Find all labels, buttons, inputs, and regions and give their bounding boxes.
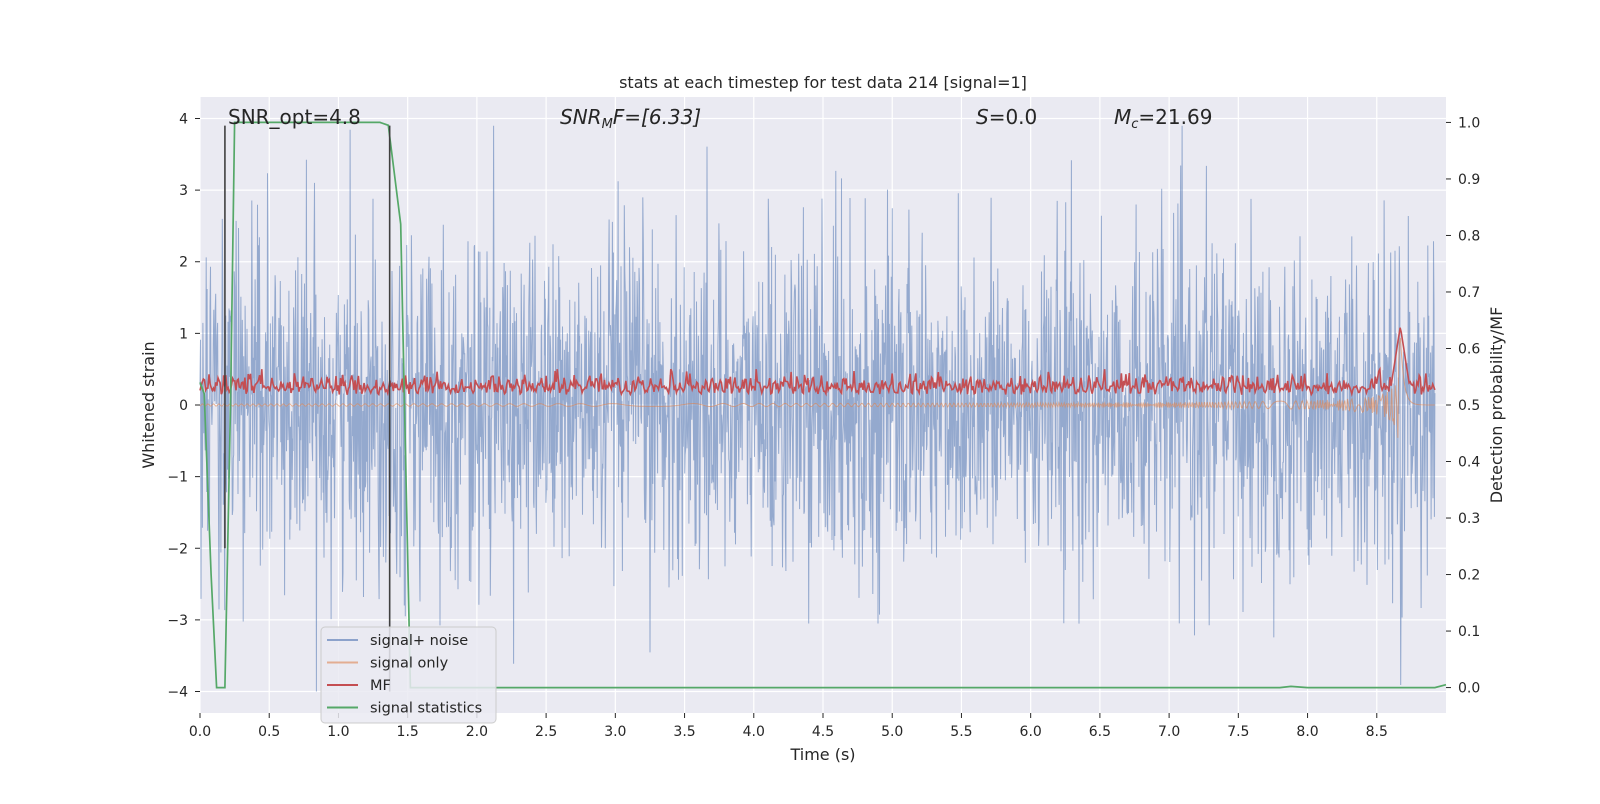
left-y-tick-label: 2 xyxy=(179,255,188,271)
x-tick-label: 0.0 xyxy=(189,724,211,740)
right-y-tick-label: 0.9 xyxy=(1458,172,1480,188)
left-y-tick-label: 1 xyxy=(179,326,188,342)
annotation-mc: Mc=21.69 xyxy=(1114,105,1212,132)
x-tick-label: 5.5 xyxy=(950,724,972,740)
left-y-tick-labels: 4 3 2 1 0 −1 −2 −3 −4 xyxy=(167,111,200,701)
x-tick-label: 8.5 xyxy=(1366,724,1388,740)
left-y-tick-label: −2 xyxy=(167,541,188,557)
vertical-markers xyxy=(224,125,391,692)
x-tick-label: 6.5 xyxy=(1089,724,1111,740)
right-y-tick-label: 0.4 xyxy=(1458,455,1480,471)
x-tick-labels: 0.0 0.5 1.0 1.5 2.0 2.5 3.0 3.5 4.0 4.5 5.0 5.5 6.0 6… xyxy=(189,713,1388,740)
snr-mf-subscript: M xyxy=(602,117,613,132)
right-y-tick-label: 0.5 xyxy=(1458,398,1480,414)
x-tick-label: 1.0 xyxy=(327,724,349,740)
x-tick-label: 2.0 xyxy=(466,724,488,740)
left-y-tick-label: 0 xyxy=(179,398,188,414)
left-y-tick-label: −4 xyxy=(167,685,188,701)
mc-value: =21.69 xyxy=(1138,105,1212,129)
y-axis-label-left: Whitened strain xyxy=(139,341,158,468)
series-signal-noise-line xyxy=(199,125,1436,692)
annotation-snr-mf: SNRMF=[6.33] xyxy=(560,105,701,132)
x-tick-label: 8.0 xyxy=(1296,724,1318,740)
mc-symbol: M xyxy=(1114,105,1131,129)
chart-title: stats at each timestep for test data 214… xyxy=(619,73,1027,92)
snr-mf-f: F=[6.33] xyxy=(613,105,701,129)
mc-subscript: c xyxy=(1131,117,1138,132)
right-y-tick-labels: 1.0 0.9 0.8 0.7 0.6 0.5 0.4 0.3 0.2 0.1 0.0 xyxy=(1446,115,1480,697)
legend-label-mf: MF xyxy=(370,678,391,694)
legend-label-signal-statistics: signal statistics xyxy=(370,701,482,717)
series-signal-statistics-line xyxy=(199,121,1447,689)
x-tick-label: 4.5 xyxy=(812,724,834,740)
right-y-tick-label: 0.6 xyxy=(1458,341,1480,357)
x-tick-label: 5.0 xyxy=(881,724,903,740)
snr-mf-base: SNR xyxy=(560,105,602,129)
right-y-tick-label: 0.7 xyxy=(1458,285,1480,301)
legend: signal+ noise signal only MF signal stat… xyxy=(320,626,497,724)
x-axis-label: Time (s) xyxy=(789,745,855,764)
series-layer xyxy=(199,121,1447,692)
right-y-tick-label: 1.0 xyxy=(1458,115,1480,131)
left-y-tick-label: −3 xyxy=(167,613,188,629)
right-y-tick-label: 0.0 xyxy=(1458,681,1480,697)
left-y-tick-label: 4 xyxy=(179,111,188,127)
x-tick-label: 1.5 xyxy=(397,724,419,740)
x-tick-label: 6.0 xyxy=(1020,724,1042,740)
annotation-s: S=0.0 xyxy=(976,105,1037,129)
left-y-tick-label: −1 xyxy=(167,470,188,486)
x-tick-label: 0.5 xyxy=(258,724,280,740)
right-y-tick-label: 0.2 xyxy=(1458,568,1480,584)
legend-label-signal-only: signal only xyxy=(370,656,449,672)
x-tick-label: 7.5 xyxy=(1227,724,1249,740)
x-tick-label: 3.5 xyxy=(673,724,695,740)
s-value: =0.0 xyxy=(989,105,1038,129)
annotation-snr-opt: SNR_opt=4.8 xyxy=(228,105,361,129)
x-tick-label: 4.0 xyxy=(743,724,765,740)
right-y-tick-label: 0.8 xyxy=(1458,228,1480,244)
series-mf-line xyxy=(199,327,1436,397)
left-y-tick-label: 3 xyxy=(179,183,188,199)
legend-label-signal-noise: signal+ noise xyxy=(370,633,468,649)
x-tick-label: 2.5 xyxy=(535,724,557,740)
x-tick-label: 3.0 xyxy=(604,724,626,740)
s-symbol: S xyxy=(976,105,989,129)
y-axis-label-right: Detection probability/MF xyxy=(1487,307,1506,504)
x-tick-label: 7.0 xyxy=(1158,724,1180,740)
series-signal-only-line xyxy=(199,338,1435,438)
right-y-tick-label: 0.3 xyxy=(1458,511,1480,527)
legend-box xyxy=(320,626,497,724)
right-y-tick-label: 0.1 xyxy=(1458,624,1480,640)
